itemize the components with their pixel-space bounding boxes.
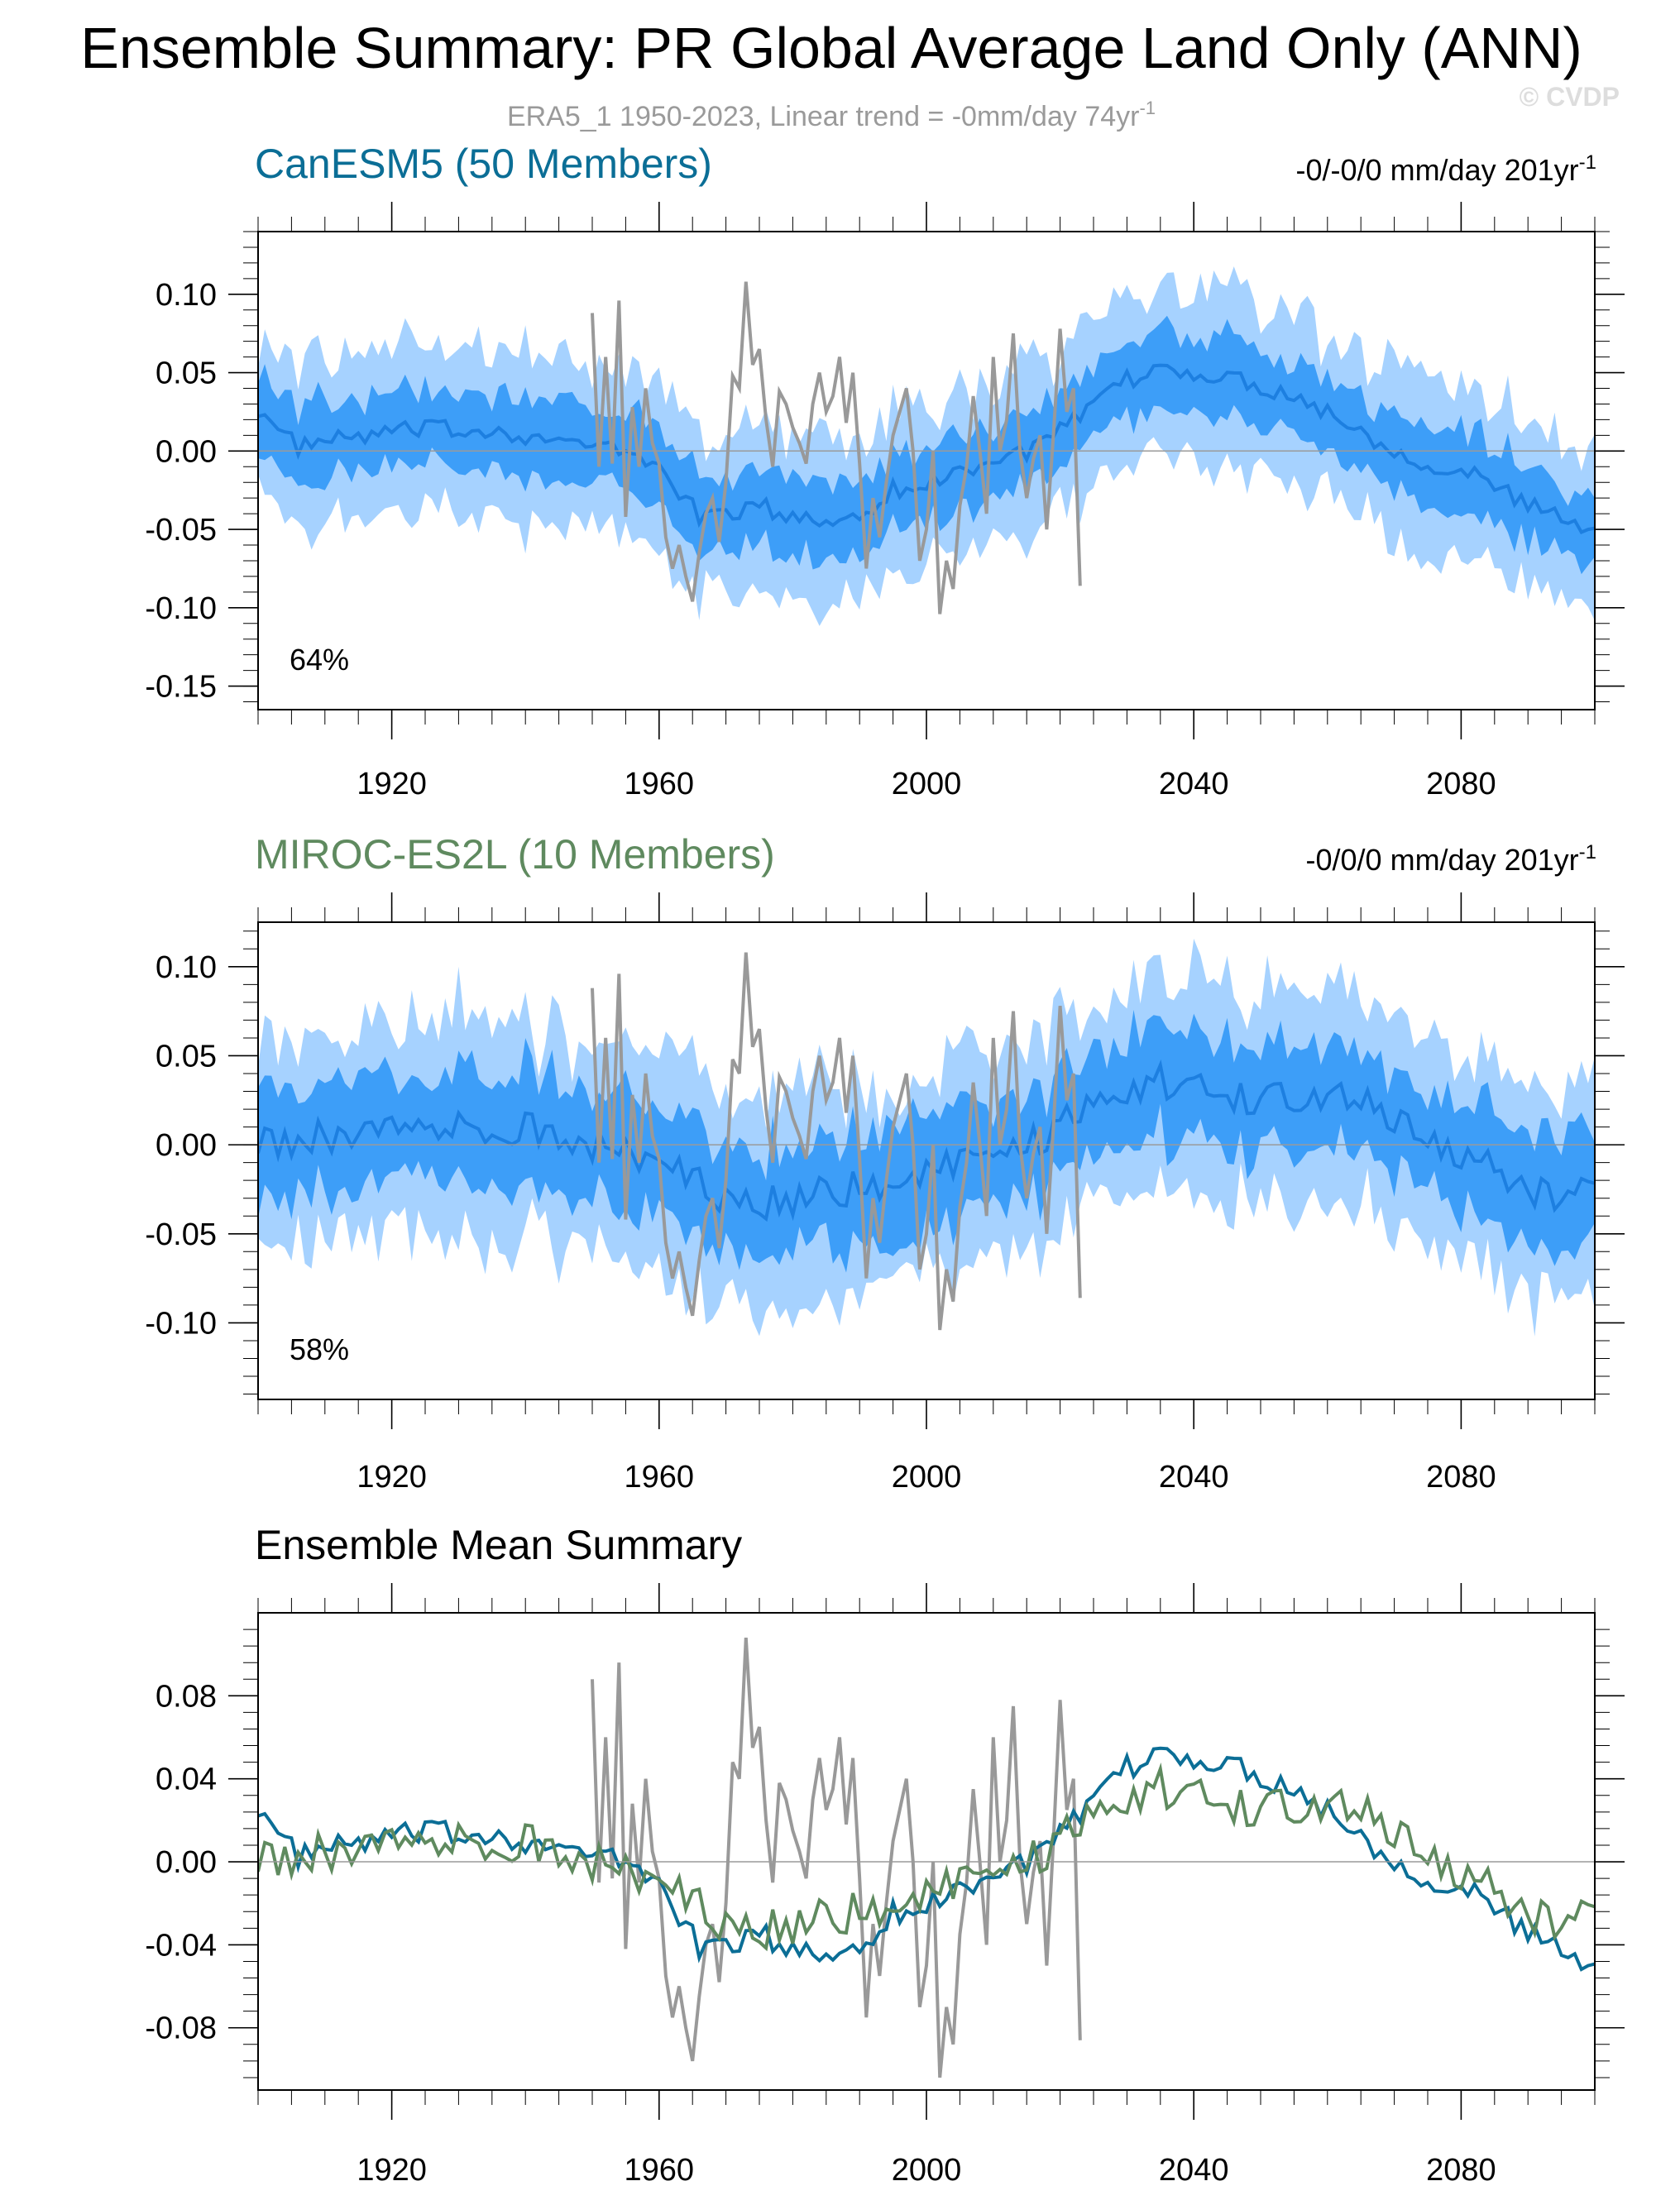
y-tick-label: 0.05 (156, 356, 217, 391)
miroc-es2l-mean-line (258, 1763, 1595, 1952)
panel-miroc-es2l: 0.10 0.05 0.00 -0.05 -0.10 1920 1960 2000 2040 20… (145, 892, 1625, 1495)
x-tick-label: 2040 (1159, 2153, 1229, 2188)
y-tick-label: 0.10 (156, 278, 217, 313)
percent-label: 64% (290, 643, 349, 677)
y-tick-label: 0.04 (156, 1763, 217, 1797)
panel-ensemble-mean-summary: 0.08 0.04 0.00 -0.04 -0.08 1920 1960 2000 2040 20… (145, 1583, 1625, 2188)
ensemble-mean-line (258, 1059, 1595, 1222)
x-tick-label: 2080 (1426, 767, 1496, 801)
x-tick-label: 1960 (625, 767, 695, 801)
panel1-trend-text: -0/-0/0 mm/day 201yr (1296, 153, 1579, 187)
canesm5-mean-line (258, 1746, 1595, 1972)
subtitle-sup: -1 (1139, 98, 1156, 118)
y-tick-label: 0.00 (156, 1128, 217, 1163)
x-tick-label: 1920 (357, 1460, 427, 1495)
panel2-title: MIROC-ES2L (10 Members) (255, 831, 775, 878)
panel1-trend-sup: -1 (1579, 151, 1596, 174)
x-tick-label: 1960 (625, 2153, 695, 2188)
y-tick-label: -0.10 (145, 591, 217, 626)
plot-frame (257, 1612, 1596, 2091)
panel2-trend: -0/0/0 mm/day 201yr-1 (1306, 841, 1596, 877)
x-tick-label: 1960 (625, 1460, 695, 1495)
inner-range-band (258, 1009, 1595, 1273)
percent-label: 58% (290, 1332, 349, 1366)
x-tick-label: 2040 (1159, 1460, 1229, 1495)
observation-line (591, 952, 1082, 1331)
y-tick-label: -0.15 (145, 670, 217, 705)
y-tick-label: -0.10 (145, 1306, 217, 1341)
y-tick-label: 0.10 (156, 950, 217, 985)
x-tick-label: 2000 (892, 767, 962, 801)
panel3-title: Ensemble Mean Summary (255, 1522, 742, 1568)
y-tick-label: 0.00 (156, 434, 217, 469)
page-subtitle: ERA5_1 1950-2023, Linear trend = -0mm/da… (507, 98, 1156, 132)
ensemble-mean-line (258, 363, 1595, 535)
panel2-trend-sup: -1 (1579, 841, 1596, 863)
subtitle-text: ERA5_1 1950-2023, Linear trend = -0mm/da… (507, 101, 1140, 132)
x-tick-label: 2080 (1426, 2153, 1496, 2188)
x-tick-label: 1920 (357, 2153, 427, 2188)
y-tick-label: -0.08 (145, 2011, 217, 2046)
panel1-title: CanESM5 (50 Members) (255, 141, 712, 187)
watermark: © CVDP (1520, 82, 1620, 112)
x-tick-label: 2000 (892, 1460, 962, 1495)
panel2-trend-text: -0/0/0 mm/day 201yr (1306, 843, 1579, 877)
panel-canesm5: 0.10 0.05 0.00 -0.05 -0.10 -0.15 1920 1960 2000 2… (145, 202, 1625, 801)
observation-line (591, 281, 1082, 615)
inner-range-band (258, 315, 1595, 575)
y-tick-label: -0.05 (145, 513, 217, 548)
x-tick-label: 2000 (892, 2153, 962, 2188)
x-tick-label: 1920 (357, 767, 427, 801)
y-tick-label: -0.05 (145, 1217, 217, 1252)
panel1-trend: -0/-0/0 mm/day 201yr-1 (1296, 151, 1596, 187)
page-title: Ensemble Summary: PR Global Average Land… (80, 16, 1582, 80)
y-tick-label: 0.08 (156, 1679, 217, 1714)
x-tick-label: 2040 (1159, 767, 1229, 801)
y-tick-label: -0.04 (145, 1928, 217, 1963)
y-tick-label: 0.05 (156, 1039, 217, 1074)
x-tick-label: 2080 (1426, 1460, 1496, 1495)
y-tick-label: 0.00 (156, 1845, 217, 1880)
observation-line (591, 1637, 1082, 2078)
